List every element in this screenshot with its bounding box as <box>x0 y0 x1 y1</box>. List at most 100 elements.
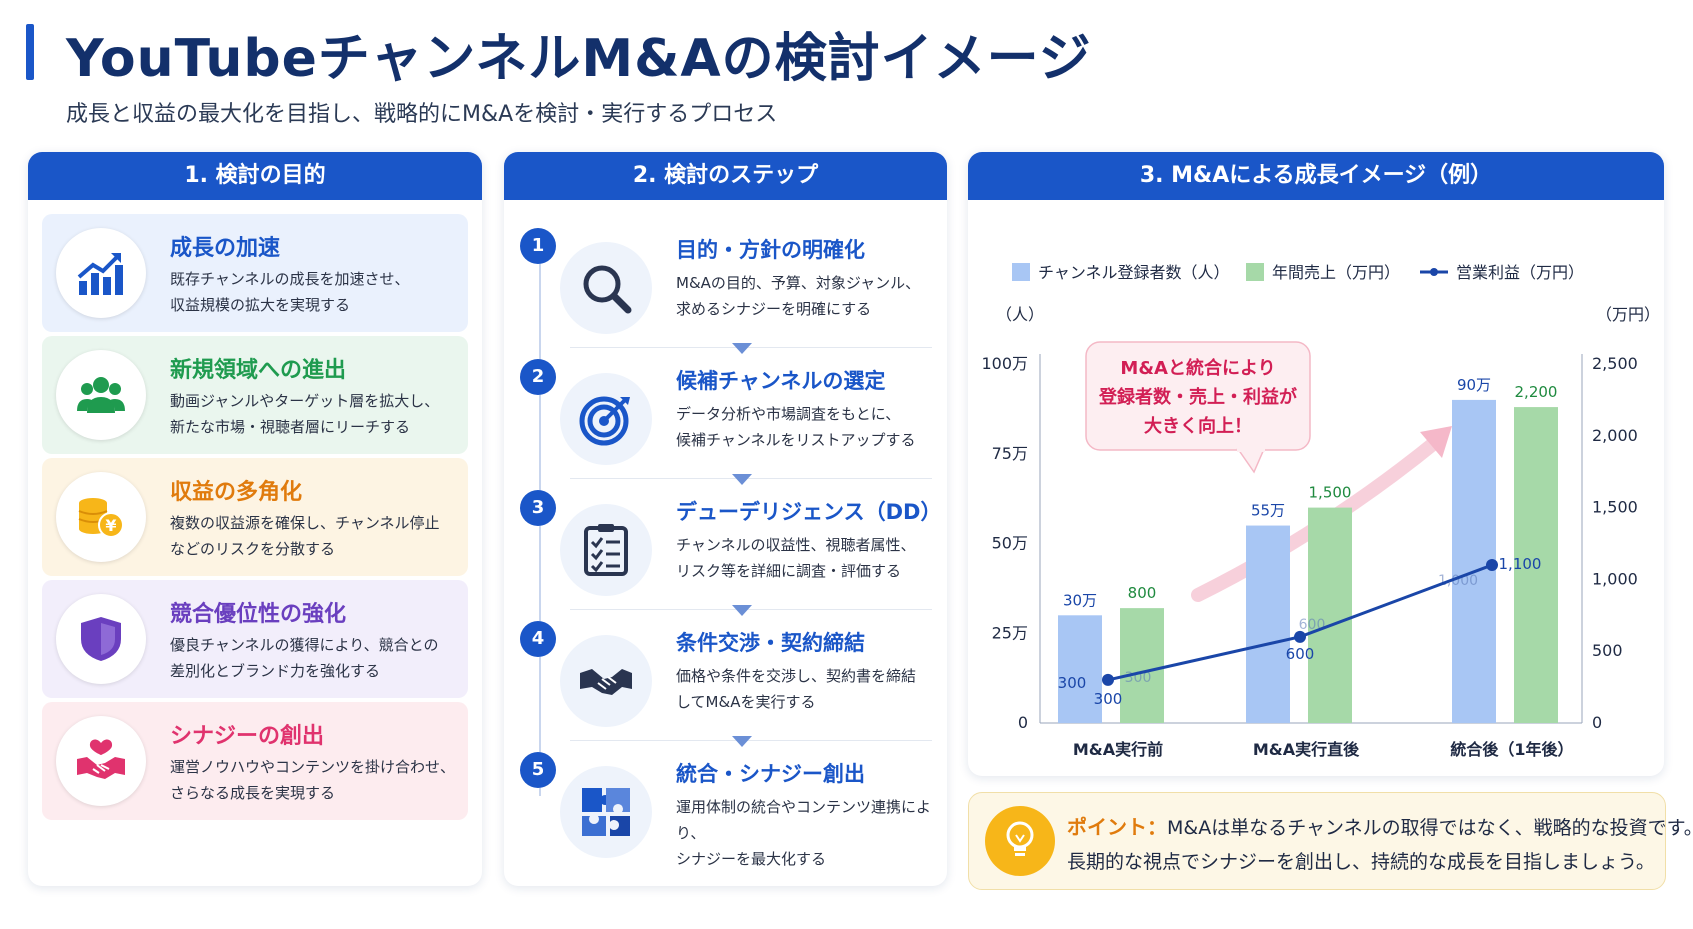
right-tick-label: 1,500 <box>1592 498 1638 517</box>
ghost-label: 1,000 <box>1438 573 1478 589</box>
legend-swatch <box>1012 263 1030 281</box>
right-axis-unit: （万円） <box>1596 305 1660 324</box>
coins-yen-icon: ¥ <box>56 472 146 562</box>
step-desc: 価格や条件を交渉し、契約書を締結 してM&Aを実行する <box>676 667 917 711</box>
objective-title: 収益の多角化 <box>170 480 303 505</box>
step-title: 候補チャンネルの選定 <box>676 369 886 393</box>
objectives-panel: 1. 検討の目的 成長の加速 既存チャンネルの成長を加速させ、 収益規模の拡大を… <box>28 152 482 886</box>
handshake-heart-icon <box>56 716 146 806</box>
objective-title: 新規領域への進出 <box>170 358 347 383</box>
step-number: 5 <box>520 752 556 788</box>
objectives-heading: 1. 検討の目的 <box>28 152 482 200</box>
growth-chart-icon <box>56 228 146 318</box>
title-accent-bar <box>26 24 34 80</box>
svg-text:¥: ¥ <box>105 516 116 535</box>
page-subtitle: 成長と収益の最大化を目指し、戦略的にM&Aを検討・実行するプロセス <box>66 102 778 127</box>
objective-card: ¥ 収益の多角化 複数の収益源を確保し、チャンネル停止 などのリスクを分散する <box>42 458 468 576</box>
legend-marker <box>1430 268 1438 276</box>
left-tick-label: 50万 <box>992 534 1028 553</box>
point-box: ポイント： M&Aは単なるチャンネルの取得ではなく、戦略的な投資です。 長期的な… <box>968 792 1693 890</box>
objective-card: シナジーの創出 運営ノウハウやコンテンツを掛け合わせ、 さらなる成長を実現する <box>42 702 468 820</box>
profit-point <box>1486 559 1498 572</box>
step-title: 統合・シナジー創出 <box>676 762 865 786</box>
step-number: 4 <box>520 621 556 657</box>
shield-icon <box>56 594 146 684</box>
step-item: 4 条件交渉・契約締結 価格や条件を交渉し、契約書を締結 してM&Aを実行する <box>520 613 932 747</box>
right-tick-label: 2,000 <box>1592 426 1638 445</box>
step-desc: 運用体制の統合やコンテンツ連携により、 シナジーを最大化する <box>676 798 932 868</box>
handshake-icon <box>560 635 652 727</box>
step-item: 1 目的・方針の明確化 M&Aの目的、予算、対象ジャンル、 求めるシナジーを明確… <box>520 220 932 354</box>
callout-tail-cover <box>1237 444 1265 452</box>
objective-title: 成長の加速 <box>170 236 281 261</box>
left-tick-label: 0 <box>1018 713 1028 732</box>
step-item: 3 デューデリジェンス（DD） チャンネルの収益性、視聴者属性、 リスク等を詳細… <box>520 482 941 616</box>
bar-label-revenue: 800 <box>1128 584 1157 602</box>
objective-card: 競合優位性の強化 優良チャンネルの獲得により、競合との 差別化とブランド力を強化… <box>42 580 468 698</box>
puzzle-icon <box>560 766 652 858</box>
right-tick-label: 0 <box>1592 713 1602 732</box>
callout-tail <box>1236 448 1266 474</box>
legend-label: 営業利益（万円） <box>1456 263 1584 282</box>
callout-text: M&Aと統合により <box>1120 357 1275 379</box>
left-tick-label: 75万 <box>992 444 1028 463</box>
left-axis-unit: （人） <box>996 305 1044 324</box>
point-text-line1: M&Aは単なるチャンネルの取得ではなく、戦略的な投資です。 <box>1167 817 1693 839</box>
callout-text: 大きく向上！ <box>1144 415 1252 437</box>
steps-panel: 2. 検討のステップ 1 目的・方針の明確化 M&Aの目的、予算、対象ジャンル、… <box>504 152 947 886</box>
chevron-down-icon <box>732 736 752 747</box>
objective-desc: 動画ジャンルやターゲット層を拡大し、 新たな市場・視聴者層にリーチする <box>170 392 440 436</box>
magnifier-icon <box>560 242 652 334</box>
step-item: 5 統合・シナジー創出 運用体制の統合やコンテンツ連携により、 シナジーを最大化… <box>520 744 932 872</box>
objective-card: 新規領域への進出 動画ジャンルやターゲット層を拡大し、 新たな市場・視聴者層にリ… <box>42 336 468 454</box>
chevron-down-icon <box>732 343 752 354</box>
callout-box <box>1085 341 1311 451</box>
x-category-label: M&A実行直後 <box>1253 740 1360 759</box>
step-desc: チャンネルの収益性、視聴者属性、 リスク等を詳細に調査・評価する <box>676 536 916 580</box>
objective-title: 競合優位性の強化 <box>170 602 347 627</box>
objective-desc: 既存チャンネルの成長を加速させ、 収益規模の拡大を実現する <box>170 270 410 314</box>
left-tick-label: 100万 <box>981 354 1028 373</box>
legend-label: チャンネル登録者数（人） <box>1038 263 1230 282</box>
chevron-down-icon <box>732 474 752 485</box>
step-title: デューデリジェンス（DD） <box>676 500 942 524</box>
legend-label: 年間売上（万円） <box>1272 263 1400 282</box>
page-title: YouTubeチャンネルM&Aの検討イメージ <box>66 29 1092 89</box>
growth-panel: 3. M&Aによる成長イメージ（例） チャンネル登録者数（人） 年間売上（万円） 営… <box>968 152 1664 776</box>
left-tick-label: 25万 <box>992 623 1028 642</box>
objective-desc: 優良チャンネルの獲得により、競合との 差別化とブランド力を強化する <box>170 636 439 680</box>
lightbulb-icon <box>985 806 1055 876</box>
target-icon <box>560 373 652 465</box>
legend-swatch <box>1246 263 1264 281</box>
right-tick-label: 2,500 <box>1592 354 1638 373</box>
steps-heading: 2. 検討のステップ <box>504 152 947 200</box>
objective-desc: 運営ノウハウやコンテンツを掛け合わせ、 さらなる成長を実現する <box>170 758 456 802</box>
step-number: 3 <box>520 490 556 526</box>
bar-label-revenue: 1,500 <box>1309 484 1352 502</box>
callout-text: 登録者数・売上・利益が <box>1098 386 1297 408</box>
bar-subscribers <box>1058 615 1102 723</box>
growth-heading: 3. M&Aによる成長イメージ（例） <box>968 152 1664 200</box>
bar-subscribers <box>1246 525 1290 723</box>
objective-title: シナジーの創出 <box>170 724 325 749</box>
step-desc: M&Aの目的、予算、対象ジャンル、 求めるシナジーを明確にする <box>676 274 921 318</box>
step-desc: データ分析や市場調査をもとに、 候補チャンネルをリストアップする <box>676 405 916 449</box>
profit-label: 1,100 <box>1499 555 1542 573</box>
profit-point <box>1102 673 1114 686</box>
bar-label-subscribers: 90万 <box>1457 376 1491 394</box>
bar-label-subscribers: 30万 <box>1063 591 1097 609</box>
right-tick-label: 500 <box>1592 641 1623 660</box>
growth-chart: チャンネル登録者数（人） 年間売上（万円） 営業利益（万円） （人） （万円） 0 25万 5… <box>981 263 1660 759</box>
x-category-label: 統合後（1年後） <box>1450 740 1573 759</box>
bar-revenue <box>1514 407 1558 723</box>
bar-label-subscribers: 55万 <box>1251 502 1285 520</box>
bar-label-revenue: 2,200 <box>1515 383 1558 401</box>
x-category-label: M&A実行前 <box>1073 740 1163 759</box>
point-label: ポイント： <box>1067 815 1167 839</box>
bar-revenue <box>1120 608 1164 723</box>
step-title: 条件交渉・契約締結 <box>676 631 865 655</box>
step-number: 2 <box>520 359 556 395</box>
profit-point <box>1294 630 1306 643</box>
step-item: 2 候補チャンネルの選定 データ分析や市場調査をもとに、 候補チャンネルをリスト… <box>520 351 932 485</box>
profit-label: 600 <box>1286 645 1315 663</box>
